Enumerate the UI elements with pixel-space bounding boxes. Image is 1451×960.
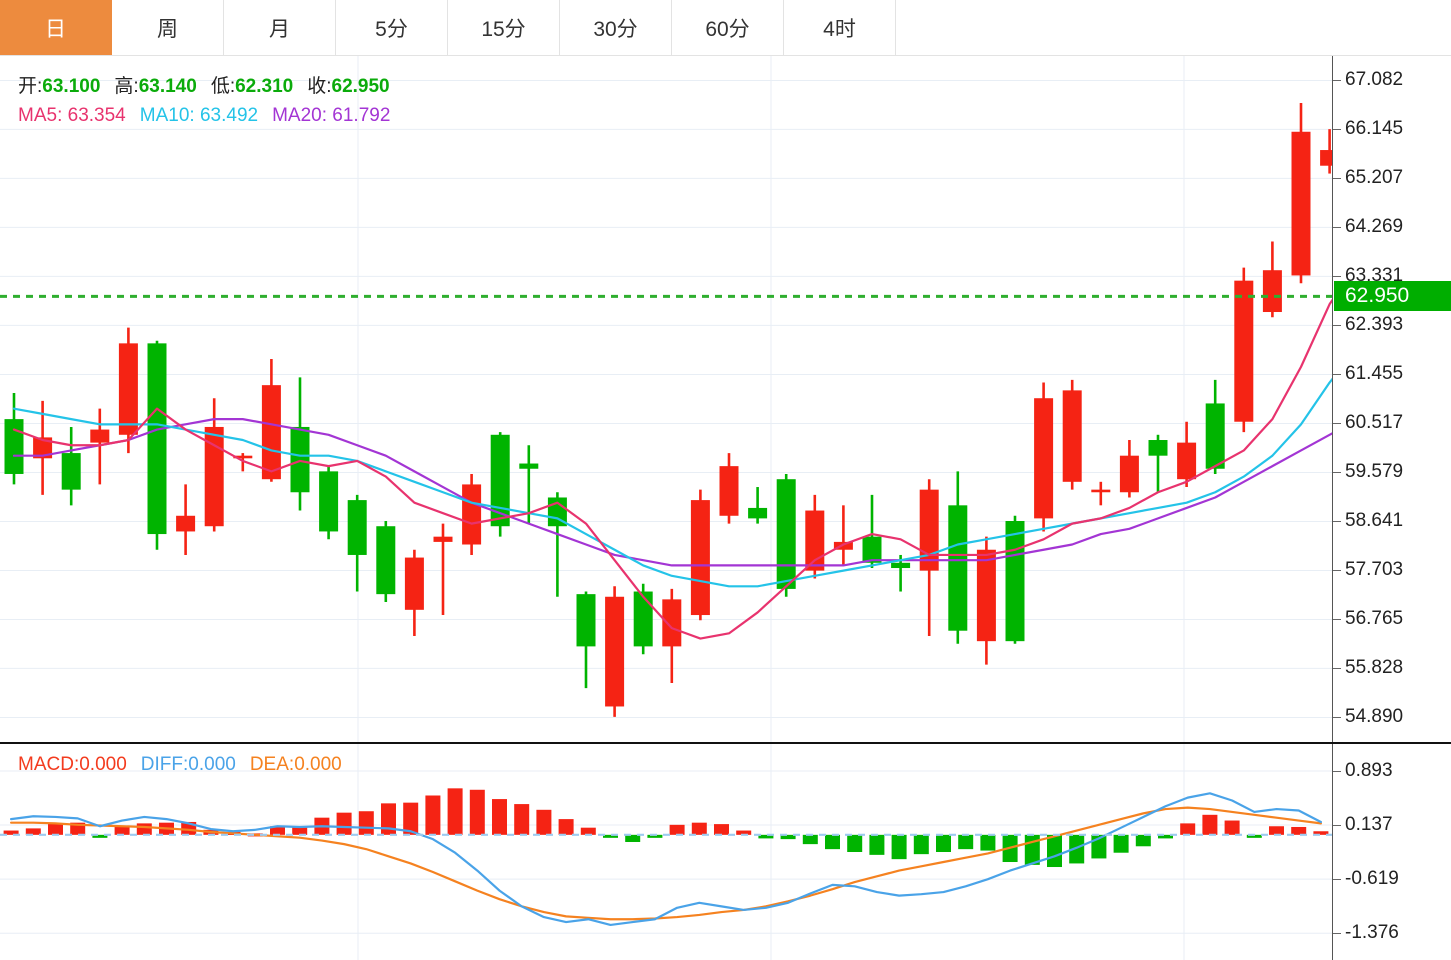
ma5-value: 63.354 [67, 105, 126, 126]
timeframe-tab-0[interactable]: 日 [0, 0, 112, 55]
price-axis-tick [1333, 276, 1341, 278]
timeframe-tab-5[interactable]: 30分 [560, 0, 672, 55]
diff-value: 0.000 [188, 754, 236, 775]
price-axis-label: 62.393 [1345, 314, 1404, 336]
timeframe-tab-label: 月 [269, 17, 290, 41]
candlestick-plot-area[interactable] [0, 56, 1332, 742]
ohlc-legend: 开:63.100 高:63.140 低:62.310 收:62.950 [18, 75, 390, 99]
price-pane: 开:63.100 高:63.140 低:62.310 收:62.950 MA5: 63… [0, 56, 1451, 742]
price-axis-label: 66.145 [1345, 118, 1404, 140]
timeframe-tab-label: 周 [157, 17, 178, 41]
price-axis-tick [1333, 570, 1341, 572]
price-axis-tick [1333, 374, 1341, 376]
price-axis-label: 57.703 [1345, 559, 1404, 581]
timeframe-tab-1[interactable]: 周 [112, 0, 224, 55]
price-axis-tick [1333, 129, 1341, 131]
macd-legend: MACD:0.000 DIFF:0.000 DEA:0.000 [18, 754, 342, 776]
open-value: 63.100 [42, 76, 101, 97]
timeframe-tab-label: 4时 [823, 17, 856, 41]
dea-label: DEA: [249, 754, 295, 775]
price-axis-label: 56.765 [1345, 608, 1404, 630]
price-axis-tick [1333, 472, 1341, 474]
macd-axis-label: -1.376 [1345, 922, 1399, 944]
price-axis-label: 65.207 [1345, 167, 1404, 189]
close-label: 收: [307, 76, 332, 97]
timeframe-tab-6[interactable]: 60分 [672, 0, 784, 55]
ma10-label: MA10: [139, 105, 195, 126]
ma20-value: 61.792 [332, 105, 391, 126]
macd-label: MACD: [18, 754, 80, 775]
price-axis-tick [1333, 423, 1341, 425]
macd-value: 0.000 [79, 754, 127, 775]
price-axis-tick [1333, 668, 1341, 670]
ma5-label: MA5: [18, 105, 63, 126]
macd-svg [0, 744, 1332, 960]
macd-axis-label: 0.137 [1345, 814, 1393, 836]
price-axis-tick [1333, 80, 1341, 82]
price-axis-tick [1333, 178, 1341, 180]
timeframe-tab-2[interactable]: 月 [224, 0, 336, 55]
timeframe-tab-label: 15分 [481, 17, 526, 41]
timeframe-tab-bar: 日 周 月 5分 15分 30分 60分 4时 [0, 0, 1451, 56]
macd-axis: 0.893 0.137 -0.619 -1.376 [1332, 744, 1451, 960]
price-axis-label: 64.269 [1345, 216, 1404, 238]
close-value: 62.950 [331, 76, 390, 97]
price-axis-label: 67.082 [1345, 69, 1404, 91]
price-axis-label: 60.517 [1345, 412, 1404, 434]
timeframe-tab-7[interactable]: 4时 [784, 0, 896, 55]
price-axis-label: 61.455 [1345, 363, 1404, 385]
macd-plot-area[interactable] [0, 744, 1332, 960]
candlestick-svg [0, 56, 1332, 742]
ma20-label: MA20: [272, 105, 328, 126]
macd-axis-label: 0.893 [1345, 759, 1393, 781]
price-axis-tick [1333, 521, 1341, 523]
macd-axis-label: -0.619 [1345, 868, 1399, 890]
price-axis-tick [1333, 619, 1341, 621]
timeframe-tab-3[interactable]: 5分 [336, 0, 448, 55]
timeframe-tab-label: 5分 [375, 17, 408, 41]
price-axis-tick [1333, 227, 1341, 229]
macd-axis-tick [1333, 879, 1341, 881]
timeframe-tab-4[interactable]: 15分 [448, 0, 560, 55]
macd-pane: MACD:0.000 DIFF:0.000 DEA:0.000 0.893 0.137… [0, 742, 1451, 960]
price-axis-label: 59.579 [1345, 461, 1404, 483]
timeframe-tab-label: 30分 [593, 17, 638, 41]
macd-axis-tick [1333, 825, 1341, 827]
dea-value: 0.000 [294, 754, 342, 775]
price-axis-label: 55.828 [1345, 657, 1404, 679]
price-axis-tick [1333, 325, 1341, 327]
current-price-badge: 62.950 [1334, 281, 1451, 312]
diff-label: DIFF: [140, 754, 189, 775]
ma10-value: 63.492 [199, 105, 259, 126]
price-axis-label: 63.331 [1345, 265, 1404, 287]
macd-axis-tick [1333, 933, 1341, 935]
high-label: 高: [114, 76, 139, 97]
price-axis-tick [1333, 717, 1341, 719]
timeframe-tab-label: 60分 [705, 17, 750, 41]
low-label: 低: [210, 76, 236, 97]
macd-axis-tick [1333, 770, 1341, 772]
price-axis-label: 58.641 [1345, 510, 1404, 532]
price-axis-label: 54.890 [1345, 706, 1404, 728]
high-value: 63.140 [138, 76, 197, 97]
low-value: 62.310 [235, 76, 294, 97]
timeframe-tab-label: 日 [45, 17, 66, 41]
price-axis: 67.082 66.145 65.207 64.269 63.331 62.393 61.4… [1332, 56, 1451, 742]
moving-average-legend: MA5: 63.354 MA10: 63.492 MA20: 61.792 [18, 104, 390, 128]
open-label: 开: [18, 76, 43, 97]
